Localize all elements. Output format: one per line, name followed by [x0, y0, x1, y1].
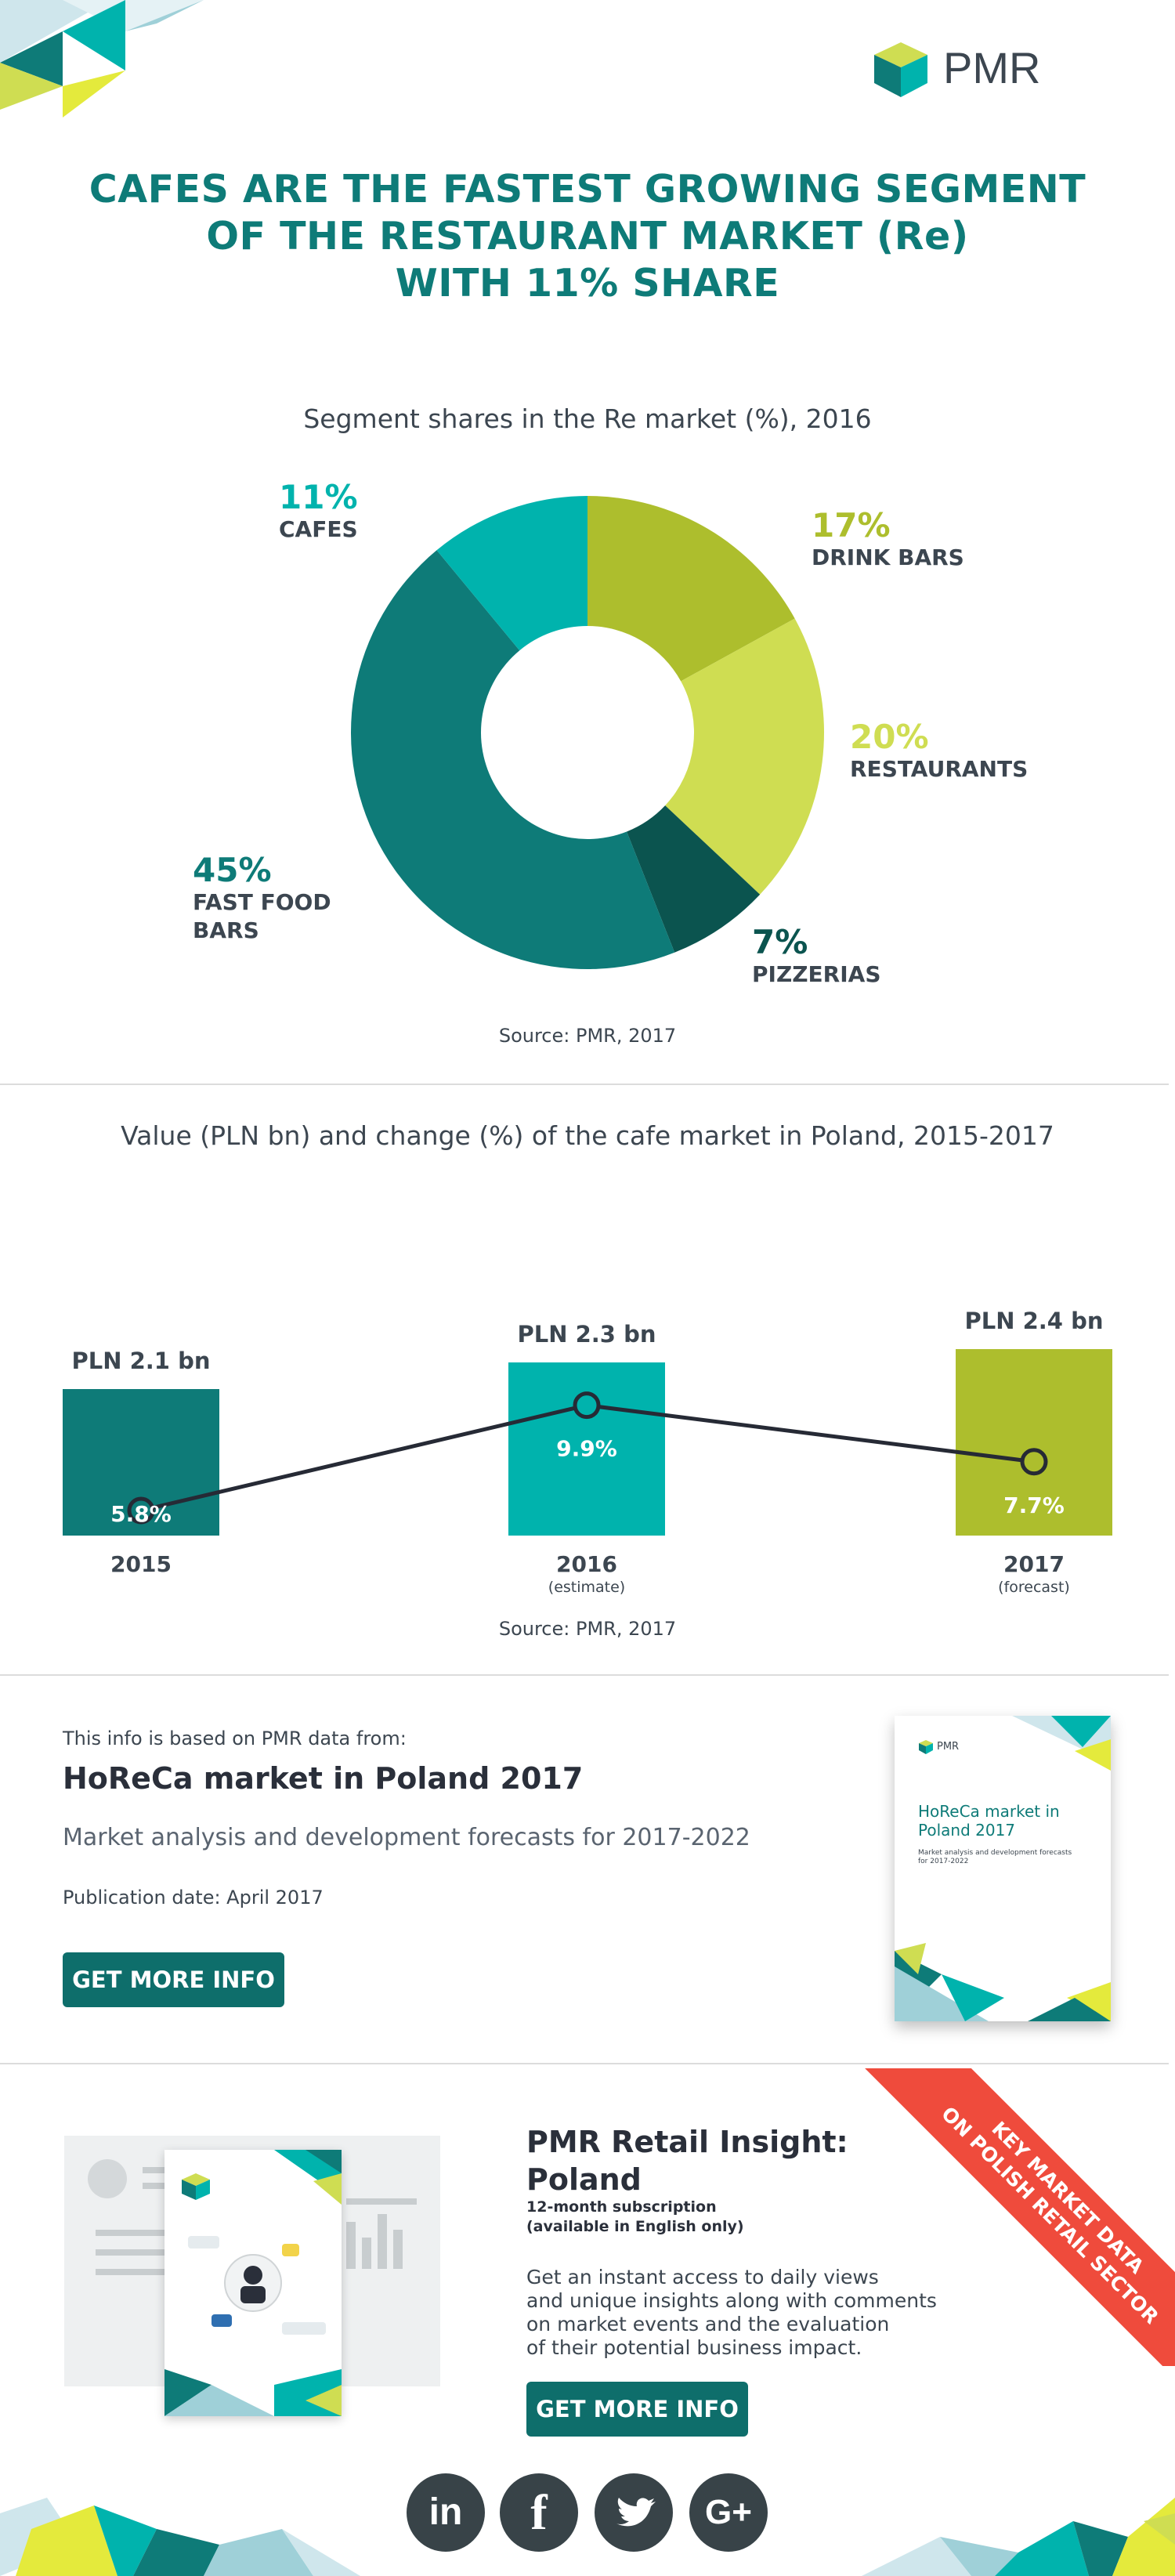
drink-bars-label: DRINK BARS	[812, 545, 964, 570]
donut-slice-fast-food-bars	[351, 550, 675, 969]
change-label: 9.9%	[556, 1436, 617, 1462]
report-title: HoReCa market in Poland 2017	[63, 1761, 584, 1796]
headline-line-3: WITH 11% SHARE	[395, 261, 780, 306]
illustration-pie-icon	[88, 2159, 127, 2198]
donut-source: Source: PMR, 2017	[498, 1025, 677, 1047]
category-label: 2017	[1003, 1551, 1065, 1577]
donut-label-restaurants: 20% RESTAURANTS	[850, 719, 1028, 783]
illustration-line	[96, 2249, 166, 2256]
pizzerias-label: PIZZERIAS	[752, 961, 881, 987]
illustration-bar	[393, 2230, 403, 2269]
get-more-info-button[interactable]: GET MORE INFO	[63, 1952, 284, 2007]
facebook-icon[interactable]: f	[500, 2473, 578, 2552]
logo-cube-icon	[874, 42, 927, 97]
decorative-corner-bottom-left	[0, 2498, 360, 2576]
pizzerias-percent: 7%	[752, 923, 808, 961]
insight-desc-line: and unique insights along with comments	[526, 2289, 937, 2312]
illustration-bar	[346, 2222, 356, 2269]
illustration-line	[143, 2183, 174, 2189]
fast-food-label: FAST FOOD BARS	[193, 889, 331, 943]
donut-chart	[351, 496, 824, 969]
phone-decoration	[164, 2150, 342, 2416]
bar-value-label: PLN 2.1 bn	[72, 1348, 211, 1374]
donut-slice-restaurants	[665, 618, 824, 895]
insight-subscription: 12-month subscription	[526, 2198, 717, 2216]
decorative-corner-bottom-right	[862, 2498, 1175, 2576]
insight-description: Get an instant access to daily views and…	[526, 2266, 937, 2360]
page-headline: CAFES ARE THE FASTEST GROWING SEGMENT OF…	[0, 166, 1175, 307]
cafes-label: CAFES	[279, 516, 358, 542]
report-pubdate: Publication date: April 2017	[63, 1887, 324, 1908]
brand-name: PMR	[943, 43, 1041, 92]
cafes-percent: 11%	[279, 478, 358, 516]
headline-line-2: OF THE RESTAURANT MARKET (Re)	[206, 214, 969, 259]
bar-2017	[956, 1349, 1112, 1536]
divider	[0, 2063, 1169, 2064]
cover-subtitle: Market analysis and development forecast…	[918, 1849, 1072, 1865]
change-label: 7.7%	[1003, 1492, 1065, 1518]
bar-chart: PLN 2.1 bn 2015 PLN 2.3 bn 2016 (estimate) PL…	[63, 1308, 1112, 1596]
brand-logo: PMR	[870, 38, 1073, 100]
insight-desc-line: of their potential business impact.	[526, 2336, 862, 2359]
donut-label-pizzerias: 7% PIZZERIAS	[752, 924, 881, 989]
donut-slice-cafes	[436, 496, 588, 651]
report-intro: This info is based on PMR data from:	[63, 1728, 407, 1749]
google-plus-icon[interactable]: G+	[689, 2473, 768, 2552]
report-cover[interactable]: PMR HoReCa market in Poland 2017 Market …	[895, 1716, 1111, 2021]
divider	[0, 1674, 1169, 1676]
bar-2016	[508, 1362, 665, 1536]
headline-line-1: CAFES ARE THE FASTEST GROWING SEGMENT	[89, 167, 1086, 212]
change-label: 5.8%	[110, 1501, 172, 1527]
illustration-bar	[378, 2214, 387, 2269]
cover-title: HoReCa market in Poland 2017	[918, 1802, 1060, 1840]
restaurants-percent: 20%	[850, 718, 929, 756]
category-label: 2016	[556, 1551, 617, 1577]
bar-source: Source: PMR, 2017	[498, 1618, 677, 1640]
twitter-bird-icon	[616, 2498, 656, 2527]
twitter-icon[interactable]	[595, 2473, 673, 2552]
category-label: 2015	[110, 1551, 172, 1577]
change-point	[127, 1496, 155, 1525]
donut-label-fast-food: 45% FAST FOOD BARS	[193, 852, 349, 945]
drink-bars-percent: 17%	[812, 506, 891, 545]
donut-chart-title: Segment shares in the Re market (%), 201…	[303, 403, 872, 434]
change-point	[573, 1391, 601, 1420]
report-subtitle: Market analysis and development forecast…	[63, 1824, 750, 1851]
illustration-phone	[164, 2150, 342, 2416]
illustration-line	[346, 2198, 417, 2205]
category-note: (estimate)	[548, 1579, 625, 1596]
fast-food-percent: 45%	[193, 851, 272, 889]
bar-value-label: PLN 2.4 bn	[965, 1308, 1104, 1334]
illustration-line	[96, 2230, 182, 2236]
insight-desc-line: on market events and the evaluation	[526, 2313, 890, 2335]
linkedin-icon[interactable]: in	[407, 2473, 485, 2552]
restaurants-label: RESTAURANTS	[850, 756, 1029, 782]
insight-illustration	[64, 2136, 440, 2416]
illustration-line	[96, 2269, 174, 2275]
insight-get-more-info-button[interactable]: GET MORE INFO	[526, 2382, 748, 2437]
donut-label-cafes: 11% CAFES	[279, 479, 358, 544]
cover-brand: PMR	[937, 1741, 960, 1753]
donut-slice-pizzerias	[627, 805, 761, 953]
divider	[0, 1084, 1169, 1085]
decorative-corner-top-left	[0, 0, 204, 118]
illustration-bar	[362, 2238, 371, 2269]
insight-title: PMR Retail Insight: Poland	[526, 2125, 848, 2197]
bar-chart-title: Value (PLN bn) and change (%) of the caf…	[121, 1120, 1054, 1151]
insight-availability: (available in English only)	[526, 2218, 744, 2235]
cover-logo-icon	[919, 1740, 933, 1754]
change-point	[1020, 1448, 1048, 1476]
insight-desc-line: Get an instant access to daily views	[526, 2266, 879, 2288]
category-note: (forecast)	[998, 1579, 1070, 1596]
bar-value-label: PLN 2.3 bn	[518, 1321, 656, 1348]
donut-label-drink-bars: 17% DRINK BARS	[812, 508, 964, 572]
donut-slice-drink-bars	[588, 496, 795, 682]
cover-decoration	[895, 1716, 1111, 2021]
